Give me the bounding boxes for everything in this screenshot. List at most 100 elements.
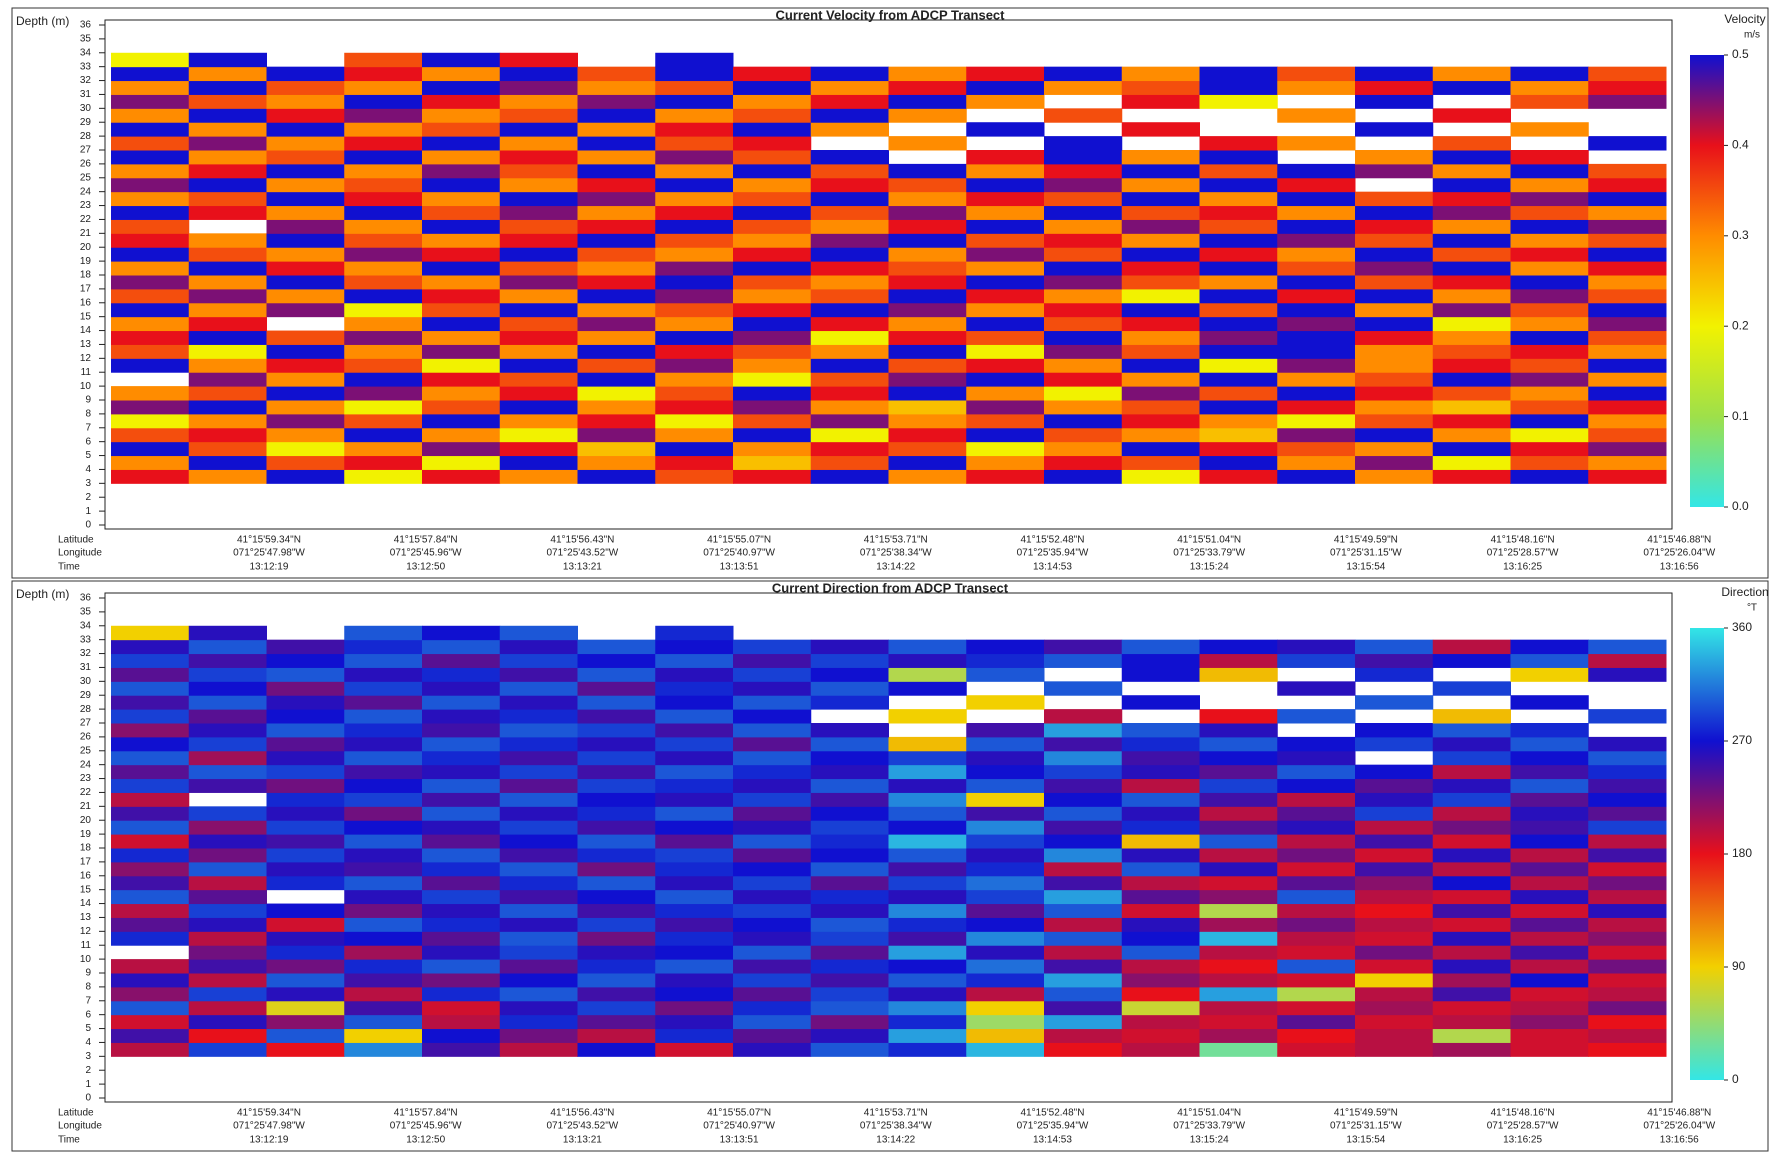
heat-cell (344, 275, 423, 290)
heat-cell (344, 247, 423, 262)
y-tick-label: 33 (80, 61, 92, 72)
heat-cell (188, 639, 267, 655)
heat-cell (188, 52, 267, 68)
heat-cell (1121, 288, 1200, 304)
heat-cell (1355, 736, 1434, 752)
heat-cell (1510, 469, 1589, 484)
heat-cell (1432, 889, 1511, 905)
heat-cell (111, 792, 190, 807)
heat-cell (499, 639, 578, 655)
heat-cell (966, 205, 1045, 220)
heat-cell (1510, 275, 1589, 290)
heat-cell (111, 108, 190, 123)
heat-cell (733, 959, 812, 974)
heat-cell (1277, 931, 1356, 946)
heat-cell (1355, 247, 1434, 262)
heat-cell (577, 261, 656, 276)
heat-cell (1199, 455, 1278, 470)
heat-cell (966, 959, 1045, 974)
heat-cell (966, 778, 1045, 793)
heat-cell (188, 778, 267, 793)
row-label: Longitude (58, 548, 102, 559)
heat-cell (188, 177, 267, 193)
heat-cell (1588, 736, 1667, 752)
heat-cell (422, 848, 501, 863)
heat-cell (266, 400, 345, 415)
heat-cell (499, 820, 578, 835)
heat-cell (966, 1028, 1045, 1043)
heat-cell (344, 219, 423, 234)
y-tick-label: 35 (80, 607, 92, 618)
heat-cell (188, 875, 267, 891)
heat-cell (577, 400, 656, 415)
y-tick-label: 0 (85, 1093, 91, 1104)
heat-cell (888, 709, 967, 724)
heat-cell (111, 1028, 190, 1043)
heat-cell (344, 792, 423, 807)
heat-cell (1199, 358, 1278, 373)
heat-cell (188, 261, 267, 276)
heat-cell (1432, 750, 1511, 766)
heat-cell (344, 52, 423, 68)
heat-cell (577, 903, 656, 918)
heat-cell (1432, 302, 1511, 318)
heat-cell (888, 945, 967, 960)
heat-cell (499, 386, 578, 401)
heat-cell (733, 1028, 812, 1043)
y-tick-label: 15 (80, 884, 92, 895)
y-tick-label: 2 (85, 492, 91, 503)
heat-cell (810, 820, 889, 835)
heat-cell (1510, 931, 1589, 946)
heat-cell (1277, 1000, 1356, 1016)
heat-cell (422, 344, 501, 359)
heat-cell (266, 219, 345, 234)
heat-cell (499, 219, 578, 234)
heat-cell (577, 302, 656, 318)
heat-cell (810, 358, 889, 373)
y-axis-title: Depth (m) (16, 14, 69, 28)
heat-cell (499, 736, 578, 752)
heat-cell (1510, 889, 1589, 905)
heat-cell (1199, 427, 1278, 443)
heat-cell (1121, 122, 1200, 137)
heat-cell (499, 441, 578, 457)
heat-cell (655, 1014, 734, 1030)
heat-cell (499, 931, 578, 946)
heat-cell (1199, 889, 1278, 905)
heat-cell (188, 150, 267, 165)
heat-cell (1121, 441, 1200, 457)
heat-cell (966, 792, 1045, 807)
heat-cell (577, 861, 656, 877)
heat-cell (344, 625, 423, 641)
heat-cell (655, 386, 734, 401)
heat-cell (1510, 917, 1589, 932)
heat-cell (1044, 986, 1123, 1002)
heat-cell (422, 413, 501, 429)
heat-cell (1277, 1028, 1356, 1043)
heat-cell (577, 386, 656, 401)
heat-cell (1432, 861, 1511, 877)
heat-cell (1277, 80, 1356, 95)
heat-cell (733, 441, 812, 457)
heat-cell (344, 177, 423, 193)
heat-cell (733, 455, 812, 470)
panel-frame (11, 7, 1769, 579)
y-tick-label: 32 (80, 75, 92, 86)
heat-cell (1588, 792, 1667, 807)
heat-cell (1199, 875, 1278, 891)
heat-cell (422, 736, 501, 752)
heat-cell (188, 66, 267, 82)
heat-cell (422, 695, 501, 710)
heat-cell (422, 889, 501, 905)
heat-cell (344, 820, 423, 835)
heat-cell (499, 191, 578, 207)
heat-cell (1199, 653, 1278, 668)
heat-cell (1277, 219, 1356, 234)
heat-cell (499, 945, 578, 960)
heat-cell (1044, 316, 1123, 332)
heat-cell (1199, 400, 1278, 415)
heat-cell (1121, 191, 1200, 207)
heat-cell (655, 959, 734, 974)
heat-cell (1510, 723, 1589, 738)
heat-cell (1199, 959, 1278, 974)
